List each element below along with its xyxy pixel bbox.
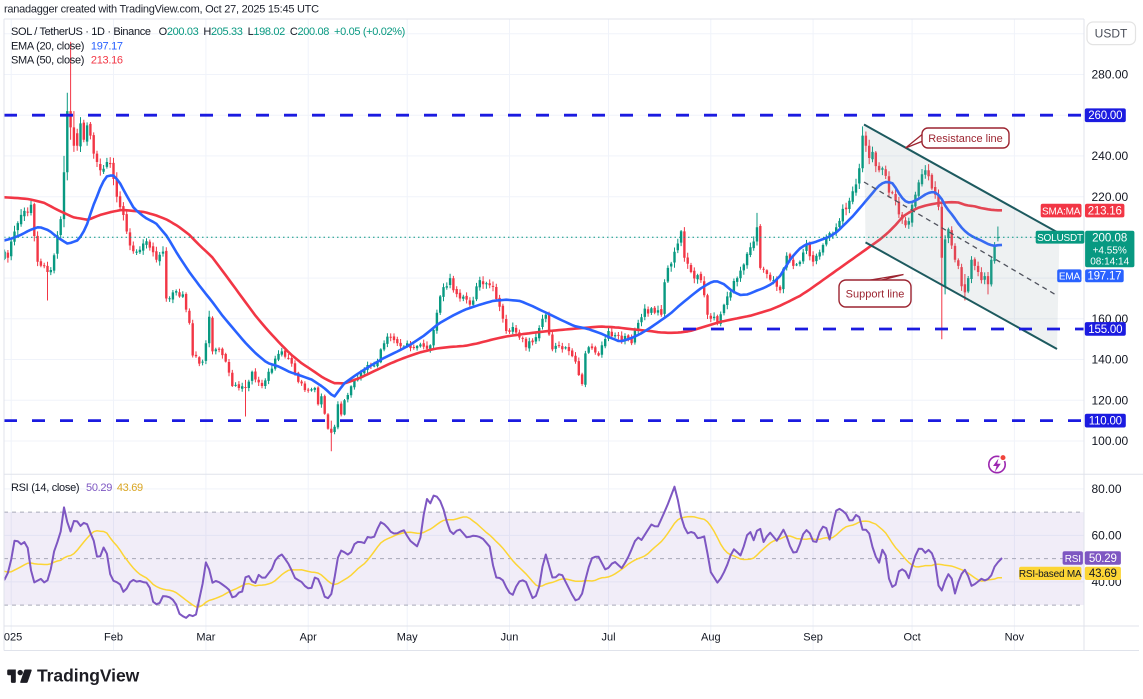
svg-text:60.00: 60.00 xyxy=(1092,529,1122,543)
svg-text:Oct: Oct xyxy=(904,632,921,644)
svg-text:43.69: 43.69 xyxy=(1089,568,1117,580)
svg-text:Nov: Nov xyxy=(1005,632,1025,644)
svg-text:Mar: Mar xyxy=(196,632,215,644)
svg-text:May: May xyxy=(397,632,418,644)
svg-text:EMA (20, close) 197.17: EMA (20, close) 197.17 xyxy=(11,41,123,53)
svg-text:110.00: 110.00 xyxy=(1089,415,1122,427)
svg-text:2025: 2025 xyxy=(0,632,22,644)
svg-text:RSI: RSI xyxy=(1065,554,1081,565)
svg-text:50.29: 50.29 xyxy=(1089,553,1117,565)
svg-text:260.00: 260.00 xyxy=(1088,110,1122,122)
svg-text:213.16: 213.16 xyxy=(1088,205,1122,217)
svg-text:RSI (14, close) 50.29 43.69: RSI (14, close) 50.29 43.69 xyxy=(11,482,143,494)
svg-text:197.17: 197.17 xyxy=(1087,271,1121,283)
svg-text:140.00: 140.00 xyxy=(1092,353,1129,367)
svg-text:ranadagger created with Tradin: ranadagger created with TradingView.com,… xyxy=(4,4,319,16)
svg-text:240.00: 240.00 xyxy=(1092,149,1129,163)
svg-text:SMA:MA: SMA:MA xyxy=(1042,206,1081,217)
svg-text:+4.55%: +4.55% xyxy=(1093,245,1127,256)
svg-text:220.00: 220.00 xyxy=(1092,190,1129,204)
svg-text:Resistance line: Resistance line xyxy=(928,133,1003,145)
svg-text:280.00: 280.00 xyxy=(1092,68,1129,82)
svg-text:200.08: 200.08 xyxy=(1092,233,1127,245)
svg-text:EMA: EMA xyxy=(1059,272,1081,283)
svg-text:Feb: Feb xyxy=(104,632,123,644)
svg-text:08:14:14: 08:14:14 xyxy=(1090,257,1129,268)
svg-text:120.00: 120.00 xyxy=(1092,394,1129,408)
svg-text:RSI-based MA: RSI-based MA xyxy=(1019,569,1082,580)
svg-text:80.00: 80.00 xyxy=(1092,482,1122,496)
svg-text:Aug: Aug xyxy=(701,632,721,644)
svg-text:USDT: USDT xyxy=(1095,27,1128,41)
svg-text:100.00: 100.00 xyxy=(1092,434,1129,448)
svg-text:Apr: Apr xyxy=(300,632,317,644)
svg-text:Jul: Jul xyxy=(601,632,615,644)
svg-text:TradingView: TradingView xyxy=(37,666,140,686)
svg-text:155.00: 155.00 xyxy=(1088,324,1122,336)
svg-text:SOLUSDT: SOLUSDT xyxy=(1037,233,1083,244)
svg-text:Sep: Sep xyxy=(803,632,823,644)
svg-text:Jun: Jun xyxy=(501,632,519,644)
svg-text:SMA (50, close) 213.16: SMA (50, close) 213.16 xyxy=(11,55,123,67)
svg-text:Support line: Support line xyxy=(846,289,905,301)
